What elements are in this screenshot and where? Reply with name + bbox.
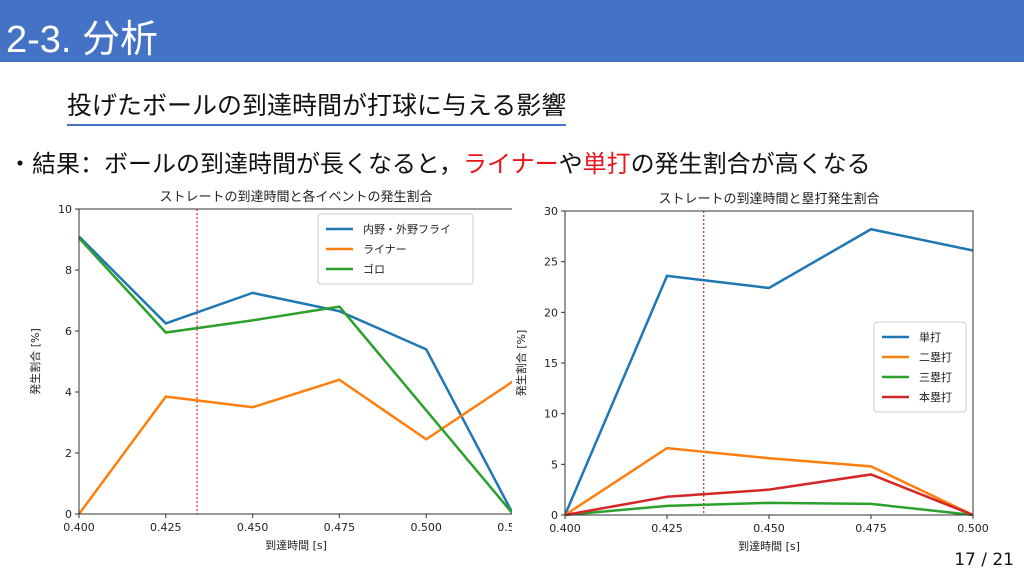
legend-label: 内野・外野フライ	[363, 222, 451, 236]
y-tick-label: 6	[65, 325, 72, 338]
series-line-三塁打	[564, 501, 974, 517]
legend-label: ゴロ	[363, 262, 385, 276]
plot-frame	[564, 210, 974, 516]
y-tick-label: 30	[544, 205, 558, 218]
chart-hits: ストレートの到達時間と塁打発生割合 0 5 10 15 20 25 30 0.400 0.425 0…	[514, 191, 989, 553]
x-tick-label: 0.500	[957, 522, 989, 535]
series-line-二塁打	[564, 446, 974, 517]
legend-box	[873, 321, 967, 413]
x-tick-label: 0.425	[651, 522, 683, 535]
legend-label: 本塁打	[919, 390, 952, 404]
highlight-liner: ライナー	[463, 150, 559, 178]
chart-events: ストレートの到達時間と各イベントの発生割合 0 2 4 6 8 10 0.400 0.425 0.…	[28, 189, 512, 552]
highlight-single: 単打	[582, 150, 631, 178]
x-tick-label: 0.450	[237, 521, 269, 534]
x-tick-label: 0.475	[324, 521, 356, 534]
x-tick-label: 0.525	[497, 521, 512, 534]
y-tick-label: 0	[551, 509, 558, 522]
subtitle: 投げたボールの到達時間が打球に与える影響	[67, 86, 567, 126]
x-axis-label: 到達時間 [s]	[738, 540, 800, 553]
y-tick-label: 15	[544, 357, 558, 370]
x-tick-label: 0.400	[549, 522, 581, 535]
legend-label: 単打	[919, 330, 941, 344]
y-tick-label: 0	[65, 508, 72, 521]
x-tick-label: 0.425	[150, 521, 182, 534]
x-axis-label: 到達時間 [s]	[265, 539, 327, 552]
y-tick-label: 25	[544, 256, 558, 269]
bullet-text: の発生割合が高くなる	[630, 150, 871, 178]
x-tick-label: 0.500	[410, 521, 442, 534]
y-tick-label: 20	[544, 306, 558, 319]
x-tick-label: 0.450	[753, 522, 785, 535]
legend-label: 二塁打	[919, 350, 952, 364]
series-line-単打	[563, 227, 974, 516]
chart-title: ストレートの到達時間と塁打発生割合	[658, 191, 879, 207]
y-axis-label: 発生割合 [%]	[514, 330, 528, 397]
header-bar: 2-3. 分析	[0, 0, 1024, 62]
bullet-text: や	[558, 150, 583, 178]
chart-title: ストレートの到達時間と各イベントの発生割合	[159, 189, 432, 205]
legend-box	[317, 213, 474, 285]
series-line-ライナー	[77, 378, 512, 515]
y-tick-label: 8	[65, 264, 72, 277]
y-tick-label: 2	[65, 447, 72, 460]
x-tick-label: 0.400	[63, 521, 95, 534]
legend-label: ライナー	[363, 243, 407, 256]
y-axis-label: 発生割合 [%]	[28, 328, 42, 395]
page-number: 17 / 21	[954, 550, 1014, 570]
series-line-ゴロ	[78, 237, 512, 515]
bullet-text: ・結果：ボールの到達時間が長くなると，	[8, 150, 464, 178]
y-tick-label: 4	[65, 386, 72, 399]
y-tick-label: 10	[58, 203, 72, 216]
legend-label: 三塁打	[919, 370, 952, 384]
slide-title: 2-3. 分析	[6, 19, 159, 61]
x-tick-label: 0.475	[855, 522, 887, 535]
y-tick-label: 5	[551, 458, 558, 471]
series-line-内野・外野フライ	[78, 235, 512, 515]
y-tick-label: 10	[544, 408, 558, 421]
result-bullet: ・結果：ボールの到達時間が長くなると，ライナーや単打の発生割合が高くなる	[8, 144, 871, 179]
series-line-本塁打	[564, 473, 974, 517]
plot-frame	[78, 208, 512, 515]
